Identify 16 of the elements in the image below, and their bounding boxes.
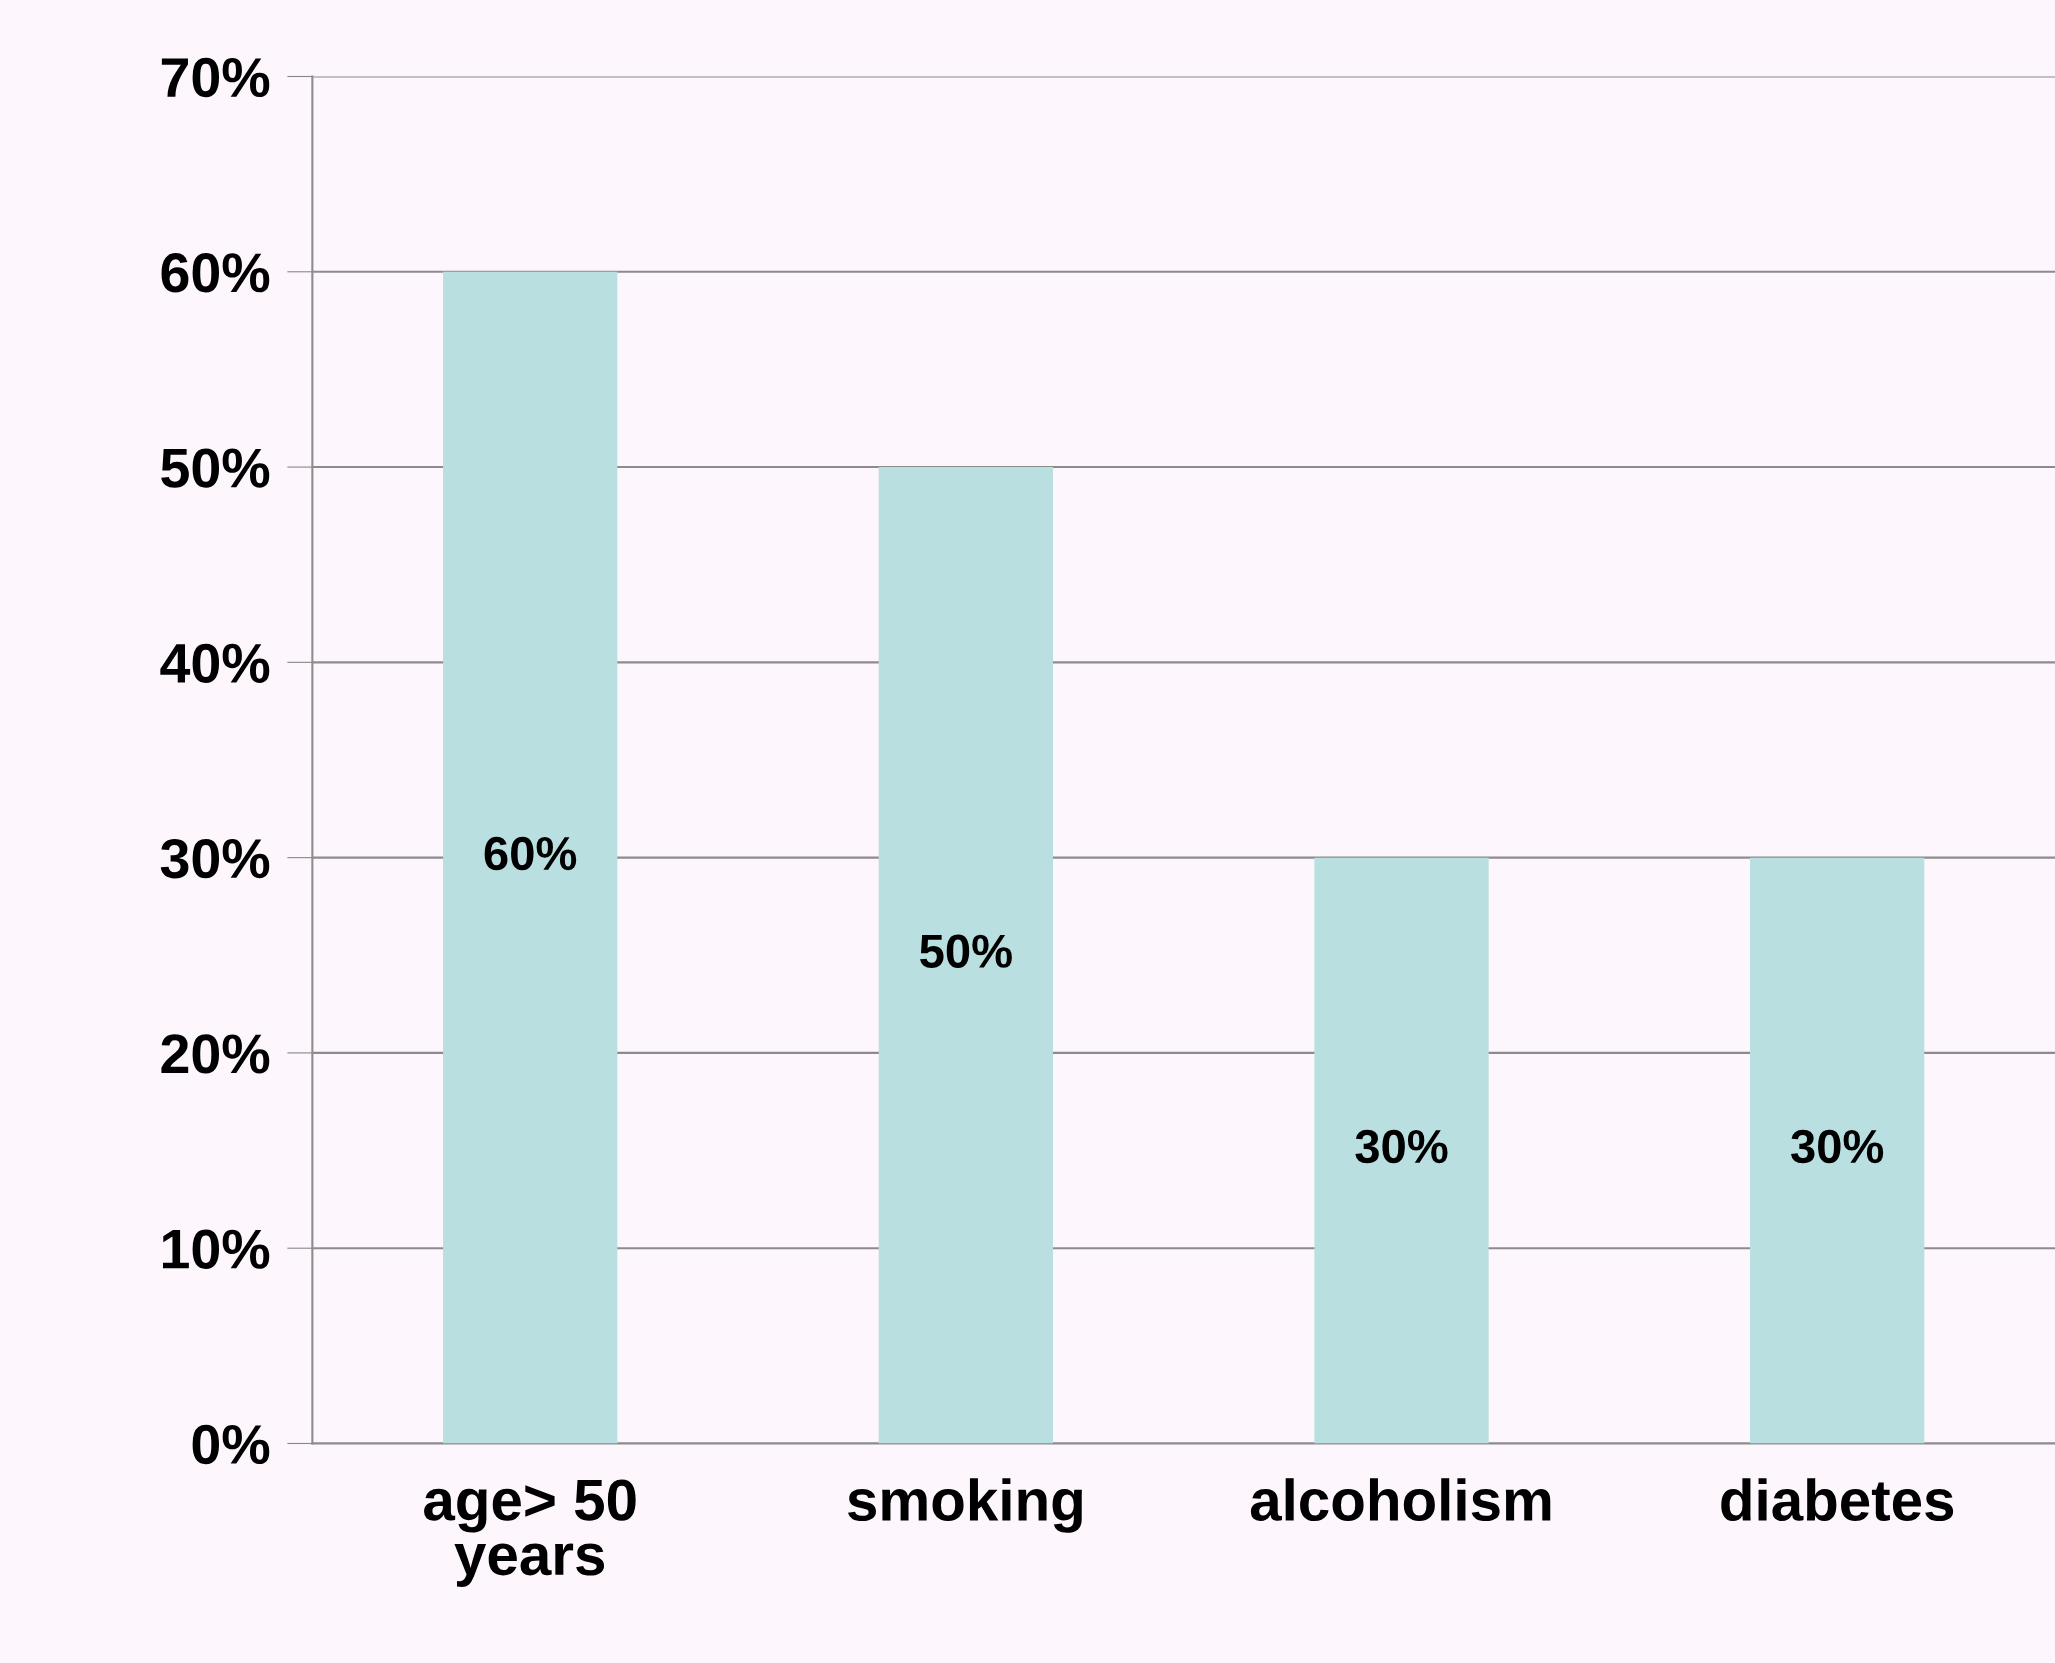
data-label: 50%	[920, 934, 1012, 968]
data-label: 30%	[1355, 1129, 1448, 1164]
x-tick-label: age> 50 years	[424, 1479, 636, 1587]
y-tick-label: 50%	[161, 448, 270, 488]
data-label: 30%	[1791, 1129, 1884, 1164]
y-tick-label: 20%	[161, 1034, 270, 1074]
y-tick-label: 0%	[192, 1424, 270, 1465]
y-tick-label: 60%	[161, 253, 270, 293]
data-label: 60%	[484, 836, 577, 871]
x-tick-label: smoking	[847, 1478, 1082, 1533]
y-tick-label: 10%	[163, 1229, 270, 1269]
x-tick-label: diabetes	[1721, 1478, 1954, 1522]
y-tick-label: 30%	[160, 838, 270, 879]
x-tick-label: alcoholism	[1250, 1478, 1551, 1522]
y-tick-label: 40%	[160, 643, 270, 684]
y-tick-label: 70%	[161, 57, 270, 98]
